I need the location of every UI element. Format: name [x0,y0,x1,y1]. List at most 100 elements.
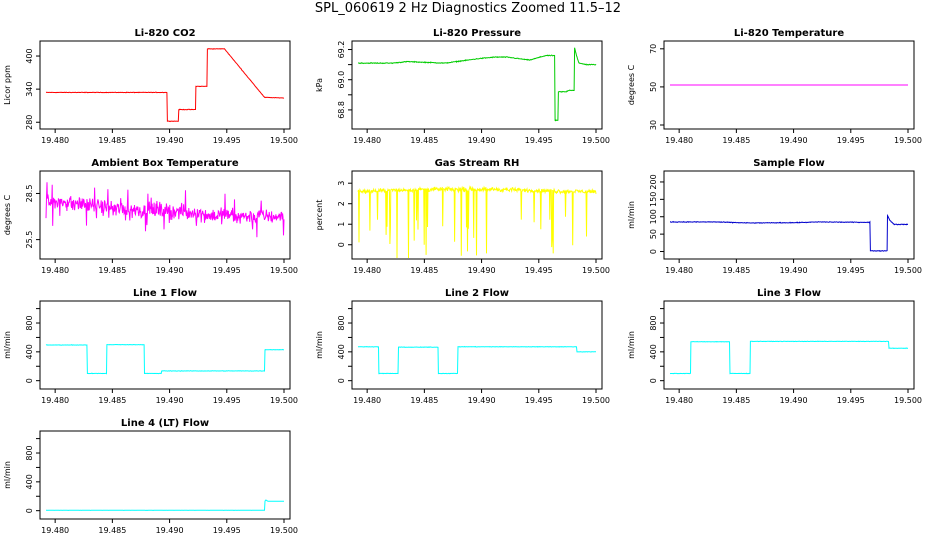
plot-frame [351,40,603,130]
y-axis-label: ml/min [315,331,324,359]
y-tick-label: 400 [25,474,34,489]
y-tick-label: 800 [25,445,34,460]
y-tick-label: 2 [337,201,346,206]
y-tick-label: 0 [337,242,346,247]
y-tick-label: 400 [25,344,34,359]
series-line [46,499,284,511]
panel-title: Li-820 CO2 [134,28,195,39]
plot-frame [663,170,915,260]
x-tick-label: 19.495 [837,266,865,275]
x-tick-label: 19.480 [353,396,381,405]
x-tick-label: 19.500 [582,266,610,275]
plot-frame [39,170,291,260]
y-tick-label: 3 [337,181,346,186]
plot-frame [39,300,291,390]
x-tick-label: 19.485 [98,526,126,535]
panel-7: Line 1 Flow ml/min 19.480 19.485 19.490 19.49… [3,288,298,405]
series-line [357,185,597,259]
x-tick-label: 19.480 [41,136,69,145]
x-tick-label: 19.480 [665,396,693,405]
y-tick-label: 69.2 [337,41,346,59]
y-axis-label: ml/min [627,331,636,359]
x-tick-label: 19.495 [213,396,241,405]
x-tick-label: 19.490 [468,266,496,275]
panel-title: Line 2 Flow [445,288,509,299]
y-tick-label: 0 [25,508,34,513]
panel-title: Ambient Box Temperature [91,158,238,169]
plot-frame [351,170,603,260]
x-tick-label: 19.495 [525,266,553,275]
x-tick-label: 19.485 [722,396,750,405]
panel-title: Li-820 Pressure [433,28,521,39]
plot-frame [663,300,915,390]
x-tick-label: 19.490 [468,136,496,145]
panel-title: Li-820 Temperature [734,28,844,39]
panel-2: Li-820 Pressure kPa 19.480 19.485 19.490 19.4… [315,28,610,145]
y-tick-label: 0 [649,378,658,383]
x-tick-label: 19.480 [41,526,69,535]
y-tick-label: 30 [649,120,658,130]
series-line [669,340,908,375]
y-tick-label: 400 [649,344,658,359]
y-tick-label: 400 [337,344,346,359]
figure-title: SPL_060619 2 Hz Diagnostics Zoomed 11.5–… [314,1,622,16]
y-tick-label: 0 [25,378,34,383]
x-tick-label: 19.495 [525,136,553,145]
panel-title: Line 3 Flow [757,288,821,299]
y-tick-label: 340 [25,81,34,96]
panel-1: Li-820 CO2 Licor ppm 19.480 19.485 19.490 19.… [3,28,298,145]
y-tick-label: 100 [649,209,658,224]
x-tick-label: 19.480 [41,266,69,275]
y-tick-label: 150 [649,192,658,207]
y-axis-label: kPa [315,78,324,92]
x-tick-label: 19.485 [98,396,126,405]
x-tick-label: 19.500 [270,136,298,145]
series-line [358,47,597,122]
plot-frame [663,40,915,130]
y-tick-label: 800 [337,315,346,330]
y-tick-label: 25.5 [25,231,34,249]
y-tick-label: 50 [649,229,658,239]
panel-9: Line 3 Flow ml/min 19.480 19.485 19.490 19.49… [627,288,922,405]
y-axis-label: degrees C [627,64,636,105]
panel-title: Sample Flow [753,158,825,169]
y-axis-label: Licor ppm [3,65,12,105]
x-tick-label: 19.485 [410,266,438,275]
plot-frame [39,430,291,520]
x-tick-label: 19.500 [270,526,298,535]
panel-3: Li-820 Temperature degrees C 19.480 19.485 1… [627,28,922,145]
x-tick-label: 19.495 [525,396,553,405]
x-tick-label: 19.500 [270,266,298,275]
y-tick-label: 28.5 [25,185,34,203]
x-tick-label: 19.480 [41,396,69,405]
y-tick-label: 50 [649,82,658,92]
x-tick-label: 19.480 [353,266,381,275]
x-tick-label: 19.480 [665,136,693,145]
x-tick-label: 19.495 [837,136,865,145]
panel-8: Line 2 Flow ml/min 19.480 19.485 19.490 19.49… [315,288,610,405]
x-tick-label: 19.500 [582,136,610,145]
series-line [45,48,285,123]
x-tick-label: 19.495 [213,266,241,275]
x-tick-label: 19.490 [780,396,808,405]
y-axis-label: percent [315,200,324,231]
x-tick-label: 19.480 [353,136,381,145]
x-tick-label: 19.500 [894,266,922,275]
x-tick-label: 19.495 [213,526,241,535]
x-tick-label: 19.495 [837,396,865,405]
x-tick-label: 19.485 [722,136,750,145]
y-tick-label: 0 [649,249,658,254]
series-line [45,343,285,375]
panel-title: Line 1 Flow [133,288,197,299]
series-line [357,345,596,375]
x-tick-label: 19.490 [156,526,184,535]
x-tick-label: 19.490 [780,136,808,145]
y-axis-label: ml/min [3,461,12,489]
x-tick-label: 19.490 [780,266,808,275]
y-tick-label: 70 [649,44,658,54]
x-tick-label: 19.495 [213,136,241,145]
x-tick-label: 19.485 [98,136,126,145]
y-axis-label: degrees C [3,194,12,235]
y-tick-label: 800 [25,315,34,330]
